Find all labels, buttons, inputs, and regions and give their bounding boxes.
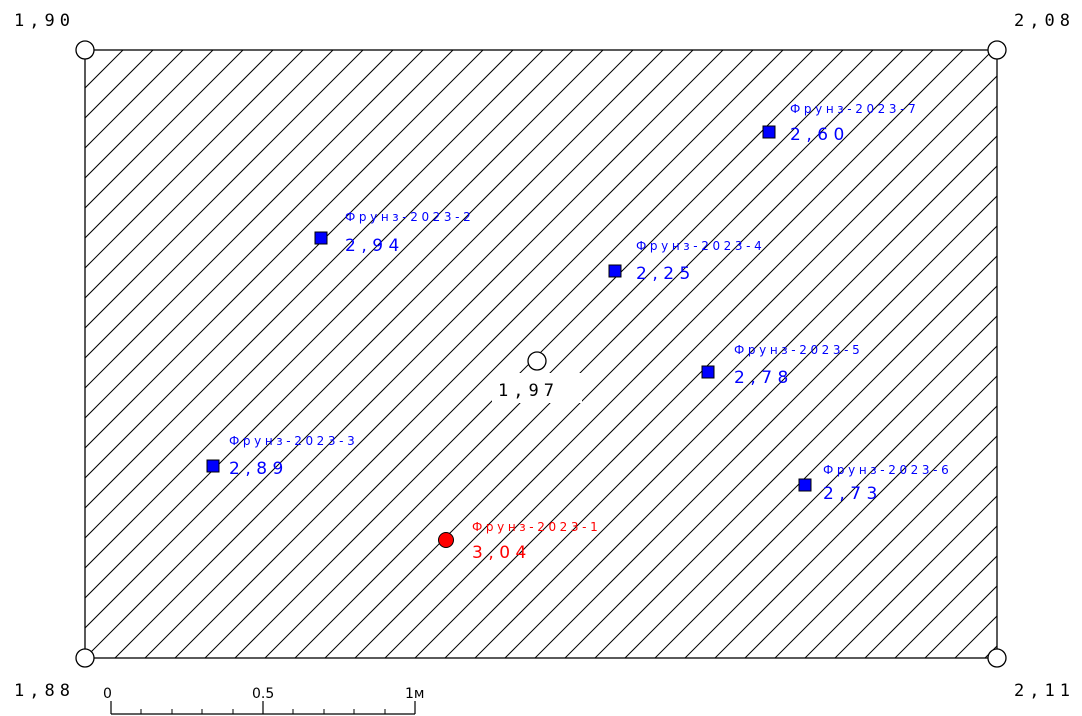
point-marker-p4 [608,264,622,278]
hatch-line [85,50,244,209]
corner-label-bottom-left: 1,88 [14,681,75,701]
point-value-p5: 2,78 [734,368,794,388]
center-label: 1,97 [498,381,559,401]
hatch-line [864,525,997,658]
hatch-line [1015,50,1082,658]
hatch-line [564,225,997,658]
hatch-line [85,50,514,479]
hatch-line [594,255,997,658]
point-value-p4: 2,25 [636,264,696,284]
hatch-line [774,435,997,658]
hatch-line [85,50,94,59]
point-value-p6: 2,73 [823,484,883,504]
point-value-p1: 3,04 [472,543,532,563]
hatch-line [85,50,694,658]
survey-area-border [84,49,998,659]
point-marker-p6 [798,478,812,492]
hatch-line [85,50,424,389]
corner-label-bottom-right: 2,11 [1014,681,1075,701]
hatch-line [85,50,364,329]
hatch-line [85,50,484,449]
point-marker-p1 [438,532,454,548]
hatch-line [924,585,997,658]
hatch-line [85,50,634,599]
hatch-line [114,50,724,658]
hatch-line [804,465,997,658]
point-marker-p3 [206,459,220,473]
hatch-line [85,50,334,299]
point-label-p2: Фрунз-2023-2 [345,210,474,224]
corner-label-top-right: 2,08 [1014,11,1075,31]
hatch-line [624,285,997,658]
hatch-line [414,75,997,658]
hatch-line [144,50,754,658]
point-value-p3: 2,89 [229,459,289,479]
scale-label-zero: 0 [103,686,112,702]
scale-bar: 0 0.5 1м [103,686,424,715]
hatch-line [684,345,997,658]
hatch-line [474,135,997,658]
hatch-line [85,50,214,179]
corner-marker-bottom-left [75,648,95,668]
point-p6: Фрунз-2023-6 2,73 [798,463,952,504]
point-value-p7: 2,60 [790,125,850,145]
point-p1: Фрунз-2023-1 3,04 [438,520,601,563]
point-p7: Фрунз-2023-7 2,60 [762,102,919,145]
point-marker-p7 [762,125,776,139]
hatch-line [714,375,997,658]
hatch-line [85,50,604,569]
hatch-line [85,50,184,149]
corner-marker-top-right [987,40,1007,60]
hatch-line [384,50,994,658]
hatch-line [85,50,664,629]
center-label-background [492,373,582,403]
hatch-line [834,495,997,658]
point-label-p1: Фрунз-2023-1 [472,520,601,534]
hatch-line [324,50,934,658]
hatch-line [1045,50,1082,658]
point-label-p5: Фрунз-2023-5 [734,343,863,357]
point-p5: Фрунз-2023-5 2,78 [701,343,863,388]
point-marker-p2 [314,231,328,245]
point-label-p6: Фрунз-2023-6 [823,463,952,477]
scale-label-one: 1м [405,686,424,702]
hatch-line [984,645,997,658]
hatch-line [534,195,997,658]
corner-marker-bottom-right [987,648,1007,668]
hatch-line [744,405,997,658]
point-p4: Фрунз-2023-4 2,25 [608,239,765,284]
hatch-line [85,50,124,89]
point-label-p3: Фрунз-2023-3 [229,434,358,448]
hatch-pattern [85,50,1082,658]
hatch-line [654,315,997,658]
point-label-p4: Фрунз-2023-4 [636,239,765,253]
hatch-line [294,50,904,658]
point-value-p2: 2,94 [345,236,405,256]
scale-label-half: 0.5 [252,686,274,702]
hatch-line [894,555,997,658]
measurement-points: Фрунз-2023-7 2,60 Фрунз-2023-2 2,94 Фрун… [206,102,952,563]
hatch-line [264,50,874,658]
point-marker-p5 [701,365,715,379]
hatch-line [85,50,304,269]
point-label-p7: Фрунз-2023-7 [790,102,919,116]
center-marker [527,351,547,371]
hatch-line [85,50,274,239]
hatch-line [444,105,997,658]
hatch-line [204,50,814,658]
point-p3: Фрунз-2023-3 2,89 [206,434,358,479]
hatch-line [504,165,997,658]
hatch-line [174,50,784,658]
corner-marker-top-left [75,40,95,60]
hatch-line [85,50,154,119]
hatch-line [85,50,574,539]
hatch-line [85,50,454,419]
hatch-line [954,615,997,658]
hatch-line [85,50,394,359]
hatch-line [85,50,544,509]
corner-label-top-left: 1,90 [14,11,75,31]
hatch-line [354,50,964,658]
point-p2: Фрунз-2023-2 2,94 [314,210,474,256]
